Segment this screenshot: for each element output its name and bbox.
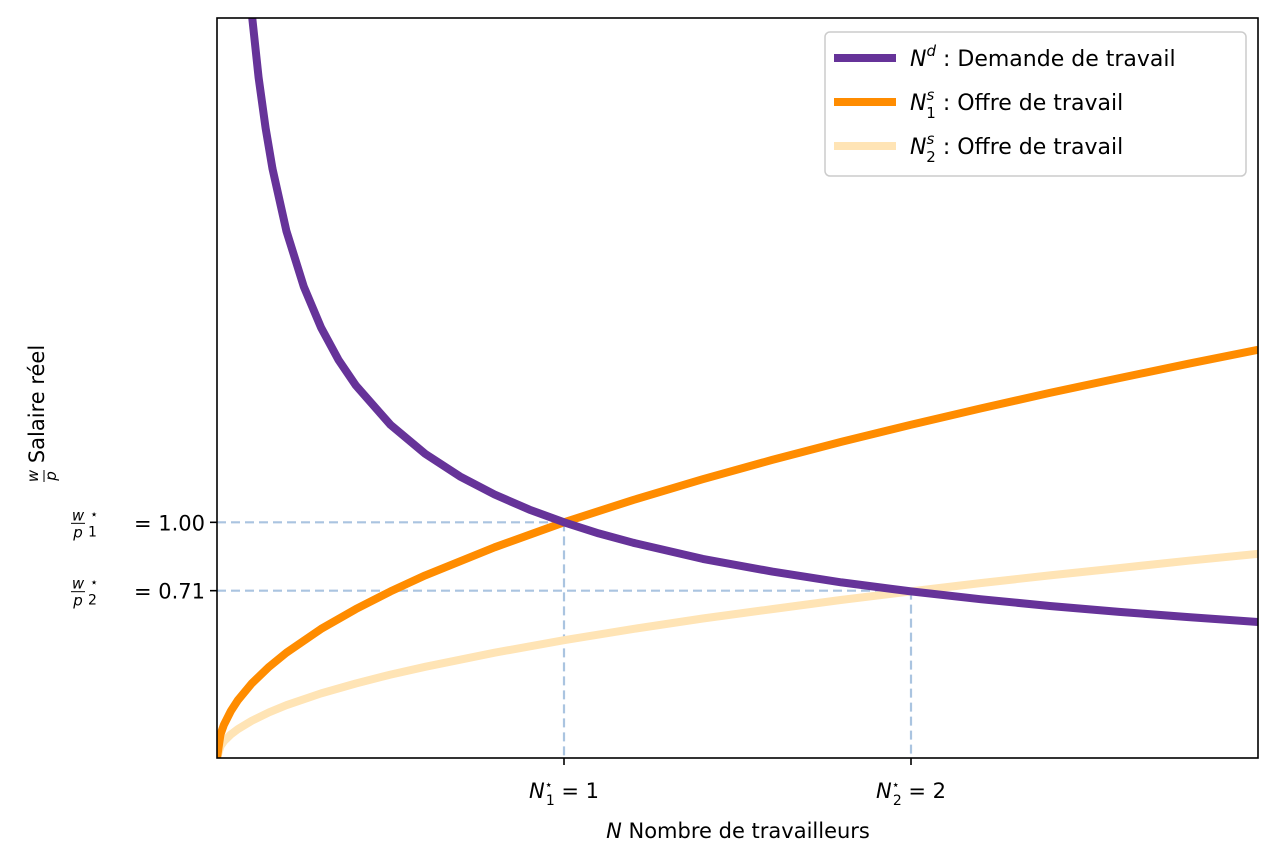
series-line-demande (248, 18, 1258, 626)
plot-frame (216, 17, 1259, 759)
legend-entry-demande: Nd : Demande de travail (834, 42, 1176, 72)
legend-label: Ns 1 : Offre de travail (910, 86, 1123, 122)
y-tick-label-2: wp ⋆ 2 = 0.71 (71, 575, 205, 610)
svg-text:p: p (72, 523, 83, 541)
x-ticks: N⋆ 1 = 1 N⋆ 2 = 2 (529, 758, 946, 809)
x-tick-label-1: N⋆ 1 = 1 (529, 778, 599, 809)
legend: Nd : Demande de travail Ns 1 : Offre de tr… (824, 31, 1247, 177)
x-axis-label: N Nombre de travailleurs (606, 819, 870, 843)
y-tick-label-1: wp ⋆ 1 = 1.00 (71, 506, 205, 541)
svg-text:= 1.00: = 1.00 (134, 511, 205, 535)
svg-text:= 0.71: = 0.71 (134, 580, 205, 604)
series-layer (217, 18, 1258, 758)
legend-entry-offre-2: Ns 2 : Offre de travail (834, 130, 1123, 166)
svg-text:Salaire réel: Salaire réel (25, 345, 49, 463)
svg-text:2: 2 (88, 593, 97, 609)
y-axis-label: Salaire réel w p (24, 345, 60, 482)
series-line-offre-1 (217, 345, 1258, 758)
legend-box (824, 31, 1247, 177)
svg-text:p: p (42, 471, 60, 482)
svg-text:p: p (72, 592, 83, 610)
legend-entry-offre-1: Ns 1 : Offre de travail (834, 86, 1123, 122)
svg-text:⋆: ⋆ (90, 507, 98, 522)
svg-text:w: w (24, 469, 42, 482)
svg-text:⋆: ⋆ (90, 576, 98, 591)
series-line-offre-2 (217, 549, 1258, 758)
legend-label: Nd : Demande de travail (910, 42, 1176, 72)
svg-text:w: w (72, 506, 85, 524)
svg-text:w: w (72, 575, 85, 593)
legend-label: Ns 2 : Offre de travail (910, 130, 1123, 166)
svg-text:1: 1 (88, 524, 97, 540)
x-tick-label-2: N⋆ 2 = 2 (876, 778, 946, 809)
